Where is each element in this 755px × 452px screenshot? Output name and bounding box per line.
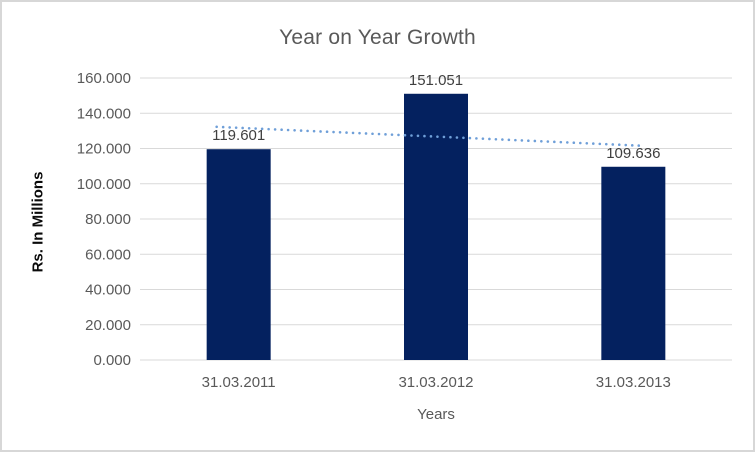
x-tick-label: 31.03.2013: [596, 374, 671, 391]
y-tick-label: 140.000: [77, 105, 131, 122]
data-label: 109.636: [606, 145, 660, 162]
x-tick-label: 31.03.2012: [398, 374, 473, 391]
y-tick-label: 120.000: [77, 141, 131, 158]
y-tick-label: 100.000: [77, 176, 131, 193]
trendline-dotted: [215, 125, 643, 148]
data-label: 151.051: [409, 72, 463, 89]
y-tick-label: 80.000: [85, 211, 131, 228]
bar: [206, 149, 271, 360]
chart-title: Year on Year Growth: [279, 26, 476, 49]
bar: [601, 166, 666, 360]
y-tick-label: 20.000: [85, 317, 131, 334]
y-tick-label: 160.000: [77, 70, 131, 87]
data-label: 119.601: [212, 127, 265, 144]
x-axis-title: Years: [417, 406, 455, 423]
y-tick-label: 0.000: [93, 352, 131, 369]
y-tick-label: 60.000: [85, 246, 131, 263]
bar: [404, 93, 468, 360]
x-tick-label: 31.03.2011: [202, 374, 276, 391]
y-tick-label: 40.000: [85, 282, 131, 299]
